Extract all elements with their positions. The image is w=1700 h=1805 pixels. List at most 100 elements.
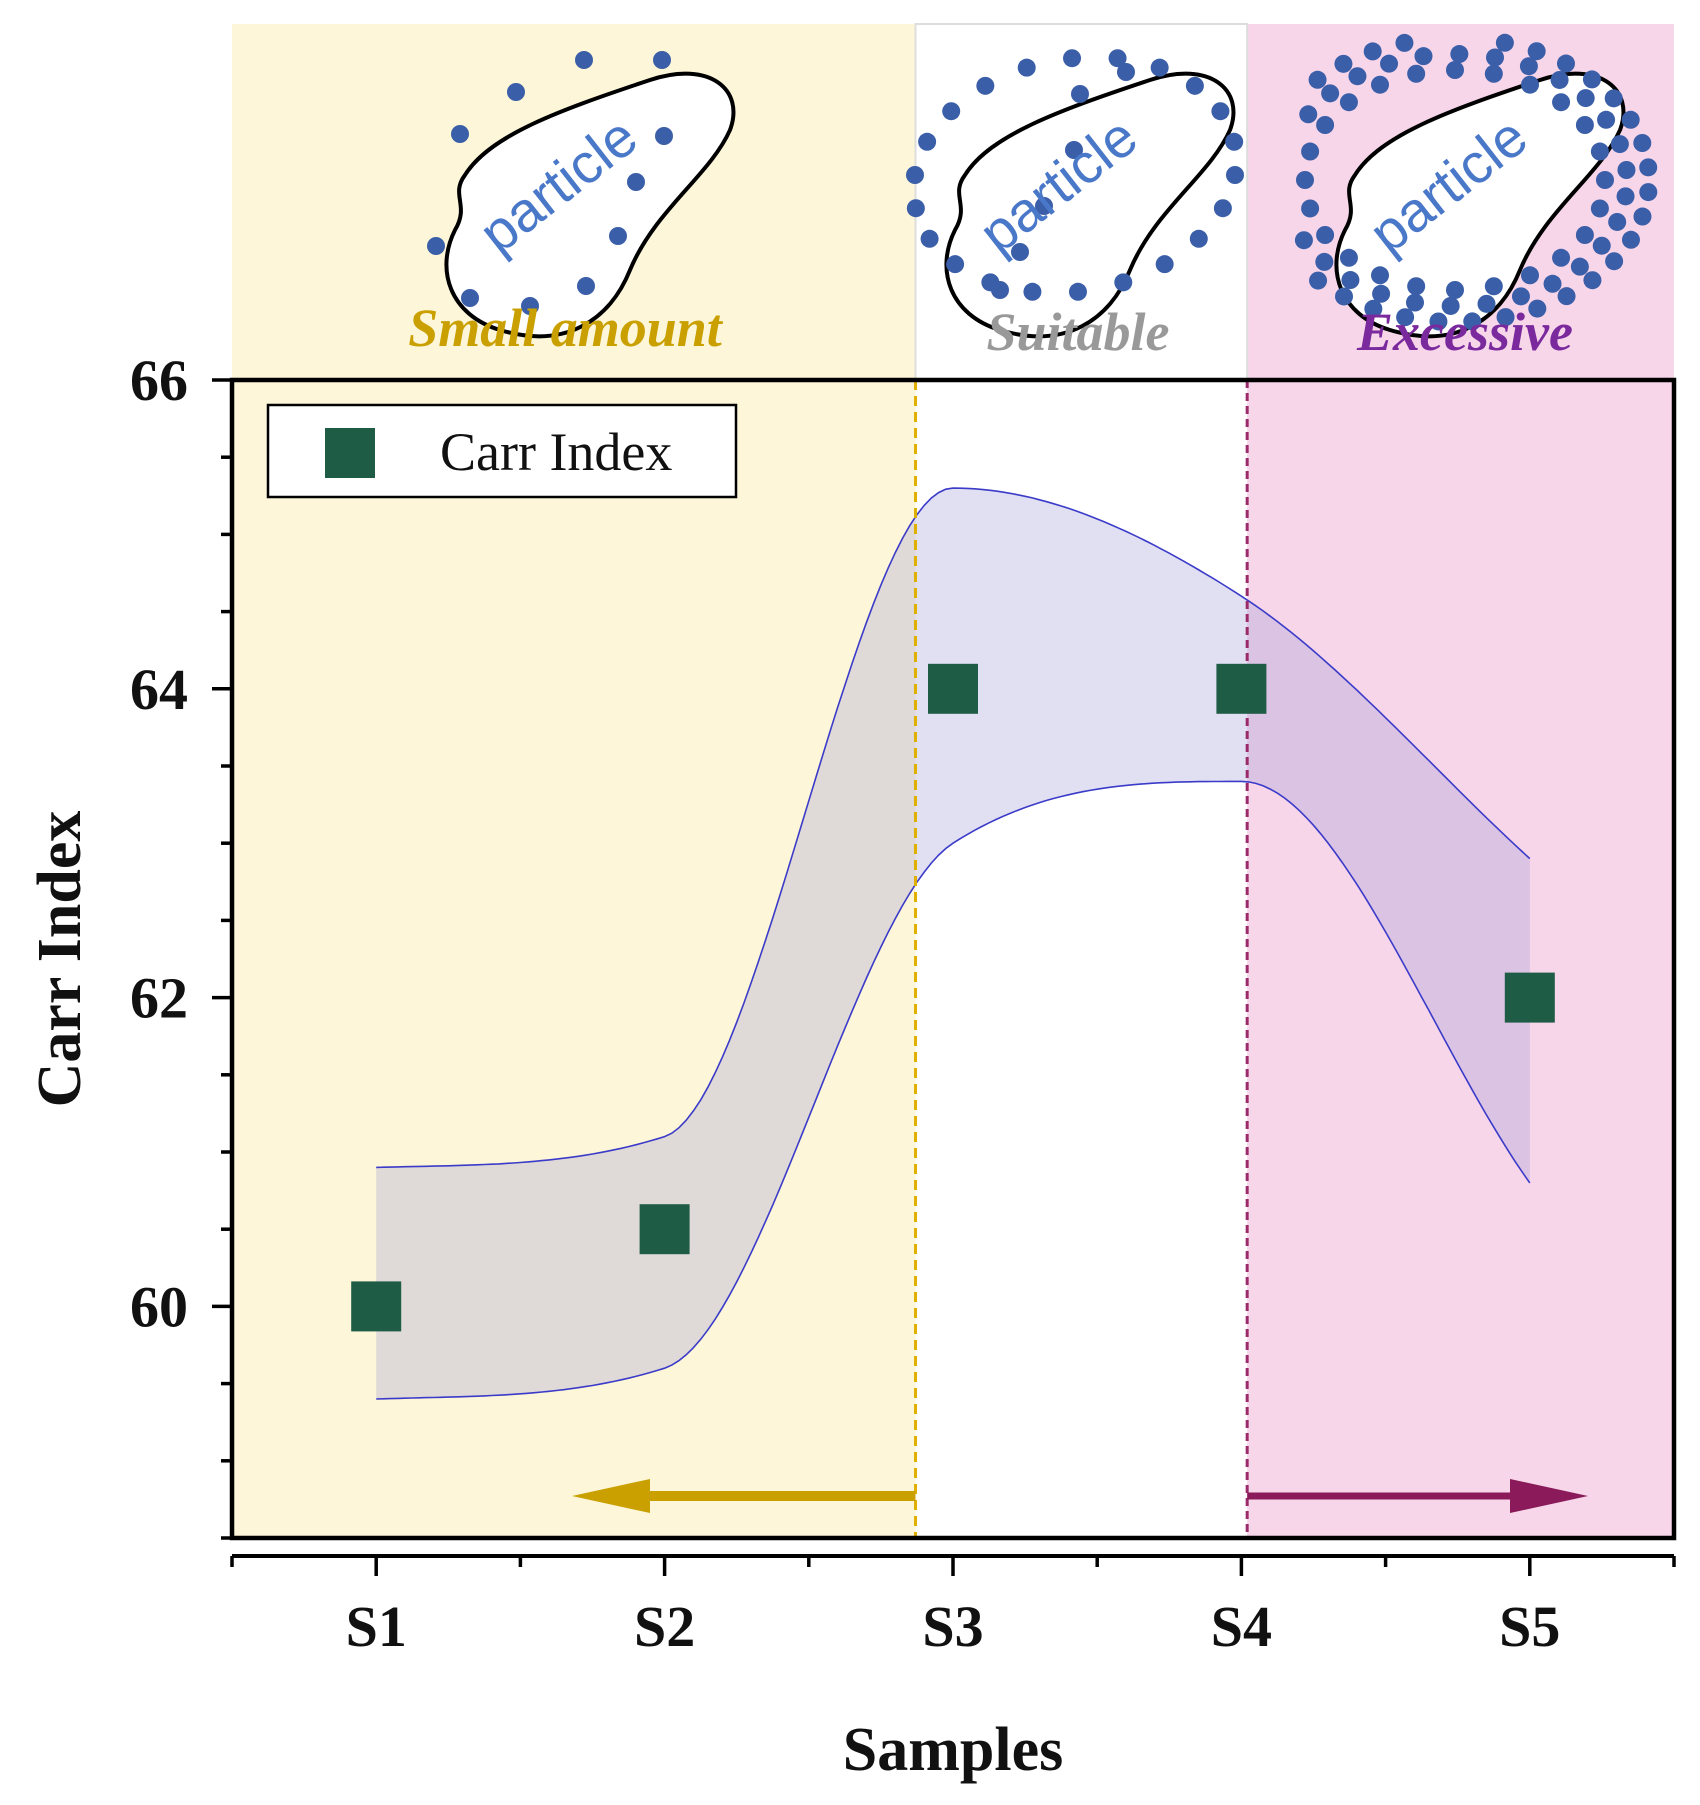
particle-2: particle — [906, 49, 1244, 339]
coating-dot — [1576, 89, 1595, 108]
coating-dot — [1407, 64, 1426, 83]
coating-dot — [1150, 58, 1169, 77]
coating-dot — [1371, 75, 1389, 94]
coating-dot — [1339, 248, 1358, 267]
confidence-band-fill — [376, 488, 1530, 1400]
coating-dot — [577, 277, 595, 295]
coating-dot — [575, 51, 593, 69]
coating-dot — [1582, 70, 1601, 89]
coating-dot — [1484, 64, 1503, 83]
coating-dot — [1590, 142, 1609, 161]
coating-dot — [1294, 231, 1313, 250]
coating-dot — [1296, 171, 1314, 189]
region-boundaries — [914, 380, 1249, 1538]
coating-dot — [1108, 49, 1127, 68]
data-point — [928, 663, 978, 714]
coating-dot — [1552, 93, 1571, 112]
confidence-band-lower-line — [376, 780, 1531, 1400]
coating-dot — [906, 166, 924, 184]
coating-dot — [1484, 277, 1503, 296]
legend-label: Carr Index — [440, 422, 672, 482]
coating-dot — [1583, 271, 1602, 290]
coating-dot — [1477, 294, 1496, 313]
y-axis-title: Carr Index — [26, 811, 94, 1108]
coating-dot — [918, 132, 937, 151]
coating-dot — [1309, 271, 1328, 290]
coating-dot — [976, 76, 995, 95]
coating-dot — [1617, 161, 1636, 180]
region-label-1: Small amount — [408, 298, 724, 358]
coating-dot — [1114, 273, 1133, 292]
coating-dot — [1511, 287, 1530, 306]
coating-dot — [1308, 70, 1327, 89]
coating-dot — [1621, 230, 1640, 249]
coating-dot — [1557, 287, 1576, 306]
coating-dot — [1371, 266, 1389, 285]
coating-dot — [1335, 287, 1354, 306]
data-points — [351, 663, 1555, 1332]
region-label-3: Excessive — [1356, 302, 1573, 362]
confidence-band — [376, 487, 1531, 1400]
coating-dot — [1521, 75, 1539, 94]
coating-dot — [1363, 42, 1382, 61]
coating-dot — [1301, 142, 1320, 161]
coating-dot — [1315, 252, 1334, 271]
coating-dot — [1429, 312, 1448, 331]
coating-dot — [655, 127, 673, 145]
legend-marker — [325, 428, 375, 478]
coating-dot — [1316, 226, 1335, 244]
coating-dot — [1521, 266, 1539, 285]
coating-dot — [1395, 33, 1414, 52]
coating-dot — [1063, 49, 1082, 68]
arrow-right-head — [1510, 1479, 1588, 1513]
coating-dot — [1226, 166, 1244, 184]
x-tick-label: S5 — [1499, 1594, 1560, 1659]
coating-dot — [1405, 293, 1424, 312]
coating-dot — [1495, 33, 1514, 52]
coating-dot — [1633, 207, 1652, 226]
coating-dot — [1446, 61, 1464, 79]
coating-dot — [906, 199, 925, 218]
coating-dot — [1023, 282, 1042, 301]
plot-frame — [229, 377, 1677, 1541]
coating-dot — [461, 289, 479, 307]
arrow-left-head — [572, 1479, 650, 1513]
coating-dot — [1316, 116, 1335, 134]
coating-dot — [1570, 257, 1589, 276]
coating-dot — [1341, 271, 1360, 290]
coating-dot — [1372, 284, 1391, 303]
coating-dot — [1211, 102, 1230, 121]
coating-dot — [920, 229, 939, 248]
coating-dot — [1071, 85, 1089, 103]
coating-dot — [1605, 252, 1624, 271]
coating-dot — [1068, 282, 1087, 301]
region-arrows — [572, 1479, 1588, 1513]
coating-dot — [1334, 54, 1353, 73]
coating-dot — [946, 255, 965, 274]
coating-dot — [1396, 308, 1415, 327]
coating-dot — [1189, 229, 1208, 248]
coating-dot — [1225, 132, 1244, 151]
coating-dot — [981, 273, 1000, 292]
coating-dot — [1463, 312, 1482, 331]
confidence-band-upper-line — [376, 487, 1531, 1169]
coating-dot — [1339, 93, 1358, 112]
coating-dot — [1450, 45, 1469, 64]
coating-dot — [521, 297, 539, 315]
coating-dot — [627, 173, 645, 191]
x-axis-title: Samples — [843, 1716, 1063, 1784]
coating-dot — [1496, 308, 1515, 327]
coating-dot — [1446, 281, 1464, 299]
data-point — [351, 1281, 402, 1332]
particle-outline — [944, 71, 1236, 339]
coating-dot — [1527, 42, 1546, 61]
coating-dot — [1407, 277, 1426, 296]
coating-dot — [1414, 47, 1433, 66]
coating-dot — [1380, 54, 1399, 73]
coating-dot — [1364, 299, 1383, 318]
y-tick-label: 60 — [130, 1274, 188, 1339]
labels: 60 62 64 66 S1 S2 S3 S4 S5 Samples Carr Index Small… — [26, 298, 1573, 1784]
legend: Carr Index — [266, 403, 738, 499]
data-point — [639, 1204, 690, 1255]
coating-dot — [451, 125, 469, 143]
